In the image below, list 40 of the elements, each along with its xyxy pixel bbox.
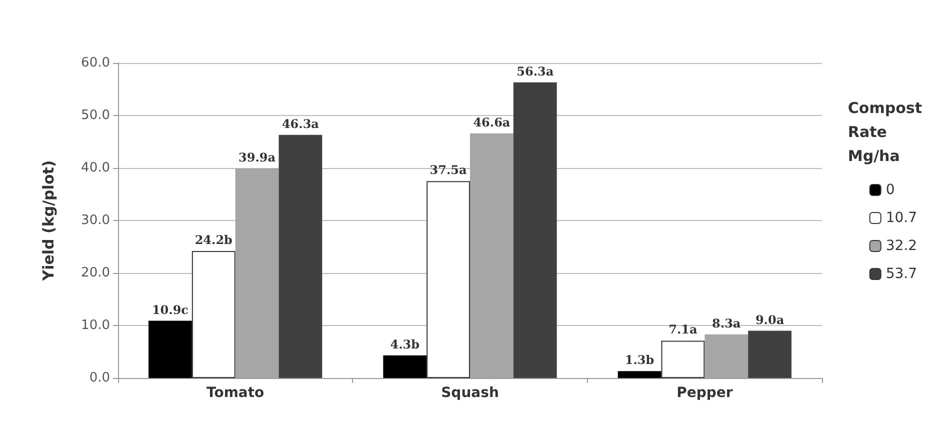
data-label: 1.3b (624, 353, 654, 368)
y-tick-label: 60.0 (81, 56, 110, 70)
y-tick-label: 40.0 (81, 160, 110, 176)
bar (704, 334, 748, 378)
bar (661, 340, 705, 378)
bar (426, 181, 470, 378)
data-label: 37.5a (430, 163, 468, 178)
data-label: 4.3b (390, 337, 420, 352)
legend-label: 0 (886, 182, 895, 198)
data-label: 46.3a (282, 116, 320, 131)
legend-label: 32.2 (886, 238, 917, 254)
data-label: 46.6a (473, 115, 510, 130)
y-tick-label: 10.0 (81, 318, 110, 333)
data-label: 24.2b (194, 232, 232, 247)
x-tick-label: Squash (441, 385, 499, 401)
bar (278, 134, 322, 378)
data-label: 9.0a (755, 312, 784, 327)
y-tick-label: 20.0 (81, 266, 110, 280)
bar (383, 355, 427, 378)
bar (618, 371, 662, 378)
data-label: 10.9c (152, 302, 188, 317)
y-tick-label: 30.0 (81, 213, 110, 228)
data-label: 56.3a (516, 64, 554, 78)
bar (513, 82, 557, 378)
legend-label: 53.7 (886, 266, 917, 282)
y-axis-title: Yield (kg/plot) (40, 160, 58, 282)
bar (148, 320, 192, 378)
legend-title: Compost Rate Mg/ha (848, 99, 922, 165)
legend-label: 10.7 (886, 210, 917, 226)
bar (235, 168, 279, 378)
bar (192, 250, 236, 378)
y-tick-label: 50.0 (81, 108, 110, 123)
y-tick-label: 0.0 (89, 370, 110, 386)
x-tick-label: Tomato (206, 385, 265, 401)
data-label: 39.9a (238, 150, 276, 165)
bar (748, 330, 792, 378)
data-label: 8.3a (712, 316, 741, 330)
x-tick-label: Pepper (676, 385, 733, 401)
bar (470, 133, 514, 378)
data-label: 7.1a (668, 322, 698, 337)
